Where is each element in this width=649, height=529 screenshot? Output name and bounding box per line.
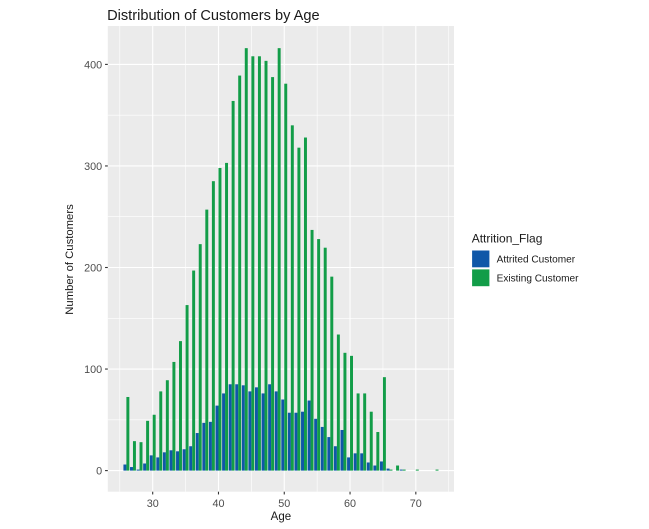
svg-text:Distribution of Customers by A: Distribution of Customers by Age [107,8,320,24]
svg-text:Age: Age [271,511,291,523]
svg-text:Attrited Customer: Attrited Customer [497,255,576,266]
svg-text:40: 40 [212,498,224,510]
svg-text:200: 200 [84,262,102,274]
svg-text:30: 30 [147,498,159,510]
svg-text:100: 100 [84,364,102,376]
svg-text:Attrition_Flag: Attrition_Flag [472,232,543,246]
svg-text:400: 400 [84,59,102,71]
svg-text:60: 60 [344,498,356,510]
svg-text:70: 70 [410,498,422,510]
svg-text:0: 0 [96,466,102,478]
svg-text:50: 50 [278,498,290,510]
svg-text:Existing Customer: Existing Customer [497,273,580,284]
svg-text:Number of Customers: Number of Customers [64,204,76,315]
svg-text:300: 300 [84,161,102,173]
